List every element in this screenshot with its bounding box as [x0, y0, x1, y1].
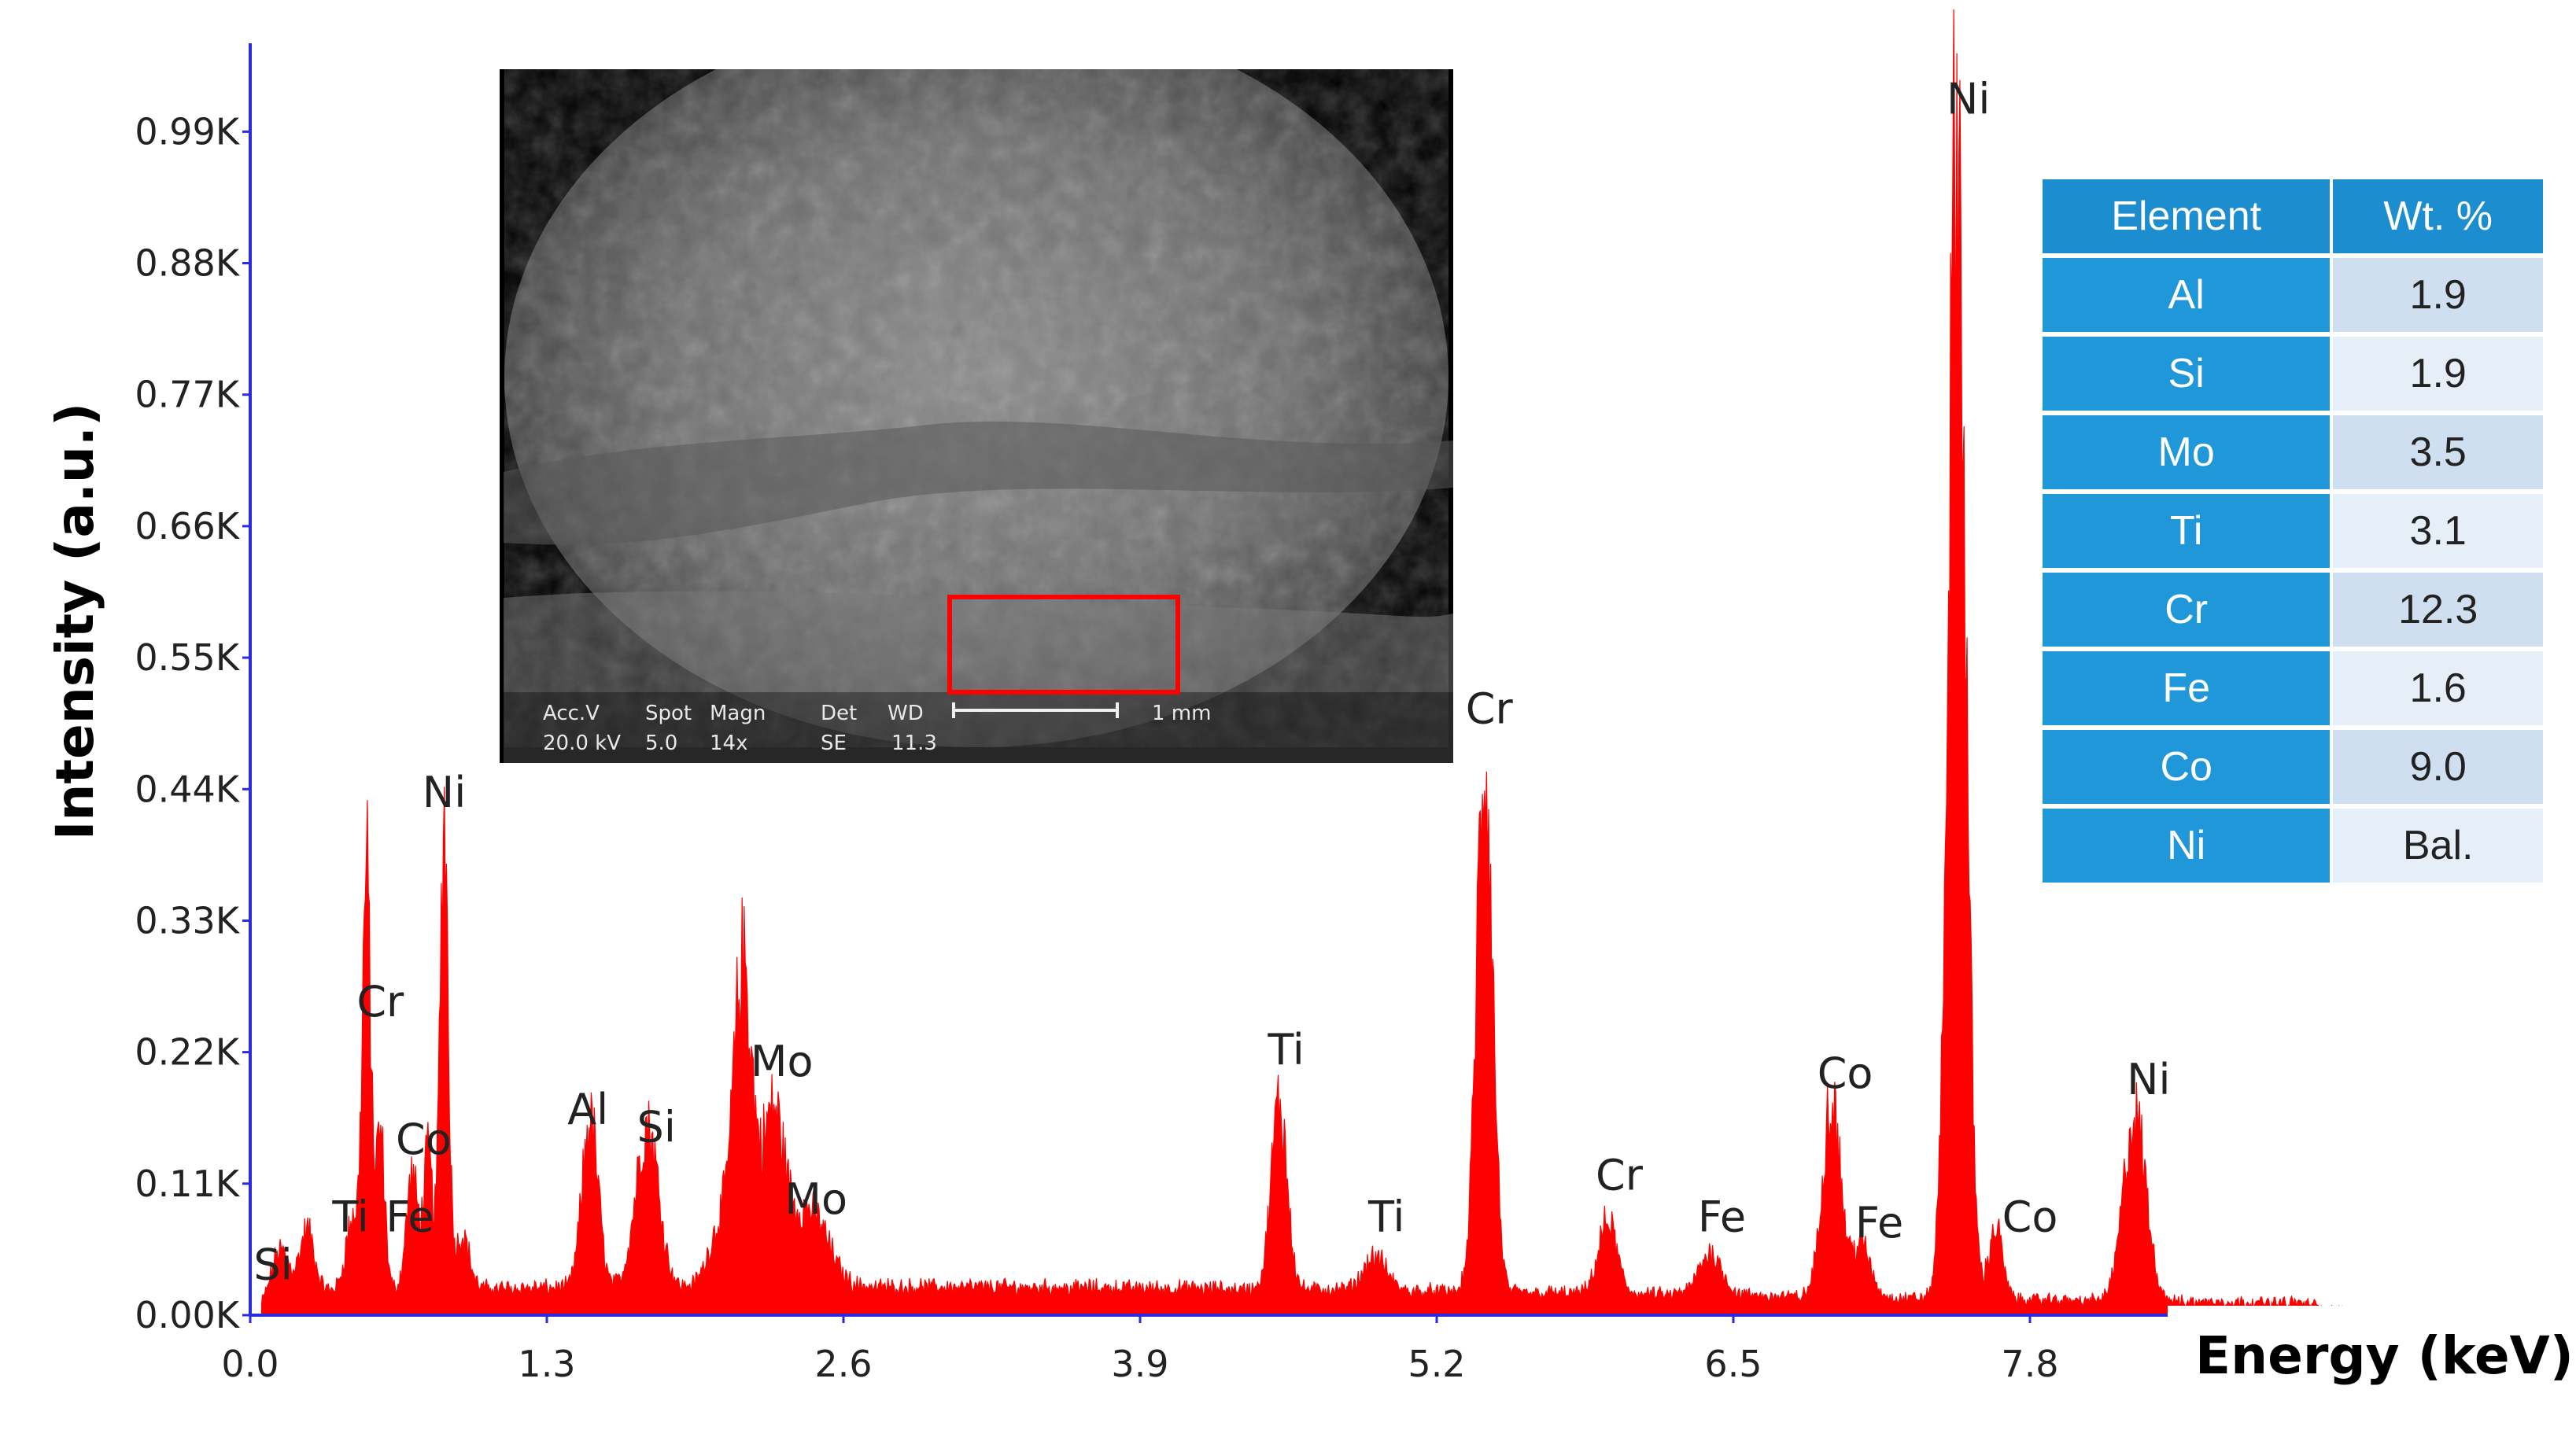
- sem-label-magn: Magn: [710, 702, 766, 725]
- peak-annotations: Si Ti Fe Cr Co Ni Al Si Mo Mo Ti Ti Cr Cr Fe Co Fe Ni Co Ni: [253, 75, 2170, 1290]
- y-tick-label: 0.44K: [135, 768, 240, 810]
- peak-label: Ni: [1947, 75, 1990, 124]
- sem-label-scale: 1 mm: [1152, 702, 1211, 725]
- sem-databar: [500, 692, 1453, 763]
- cell-wt: 9.0: [2333, 730, 2543, 804]
- table-row: Fe 1.6: [2043, 651, 2543, 725]
- table-row: Si 1.9: [2043, 337, 2543, 411]
- peak-label: Ti: [1367, 1192, 1404, 1242]
- cell-wt: 3.5: [2333, 415, 2543, 489]
- x-tick-label: 2.6: [814, 1343, 872, 1385]
- header-wt-percent: Wt. %: [2333, 179, 2543, 253]
- peak-label: Fe: [1855, 1198, 1903, 1248]
- peak-label: Co: [1818, 1049, 1873, 1098]
- cell-element: Ni: [2043, 809, 2331, 883]
- peak-label: Co: [2002, 1192, 2058, 1242]
- cell-wt: 3.1: [2333, 494, 2543, 568]
- sem-fracture-boundary: [504, 421, 1453, 545]
- sem-value-accv: 20.0 kV: [543, 732, 621, 755]
- table-row: Mo 3.5: [2043, 415, 2543, 489]
- x-title-background: [2168, 1306, 2576, 1427]
- sem-value-spot: 5.0: [645, 732, 677, 755]
- y-tick-label: 0.22K: [135, 1031, 240, 1074]
- peak-label: Mo: [751, 1037, 814, 1086]
- y-tick-label: 0.66K: [135, 505, 240, 547]
- y-tick-label: 0.55K: [135, 636, 240, 679]
- y-tick-label: 0.77K: [135, 374, 240, 416]
- peak-label: Fe: [386, 1192, 434, 1242]
- cell-element: Ti: [2043, 494, 2331, 568]
- peak-label: Ni: [423, 768, 466, 817]
- x-tick-label: 0.0: [221, 1343, 279, 1385]
- cell-wt: 1.9: [2333, 337, 2543, 411]
- peak-label: Al: [567, 1085, 608, 1134]
- y-tick-label: 0.11K: [135, 1163, 240, 1205]
- sem-micrograph-inset: Acc.V Spot Magn Det WD 1 mm 20.0 kV 5.0 …: [500, 69, 1453, 763]
- x-tick-label: 5.2: [1408, 1343, 1465, 1385]
- table-row: Al 1.9: [2043, 258, 2543, 332]
- peak-label: Cr: [356, 977, 404, 1026]
- y-tick-label: 0.88K: [135, 242, 240, 285]
- y-tick-label: 0.33K: [135, 899, 240, 942]
- sem-lower-region: [504, 591, 1453, 763]
- x-tick-label: 6.5: [1704, 1343, 1762, 1385]
- peak-label: Co: [396, 1115, 452, 1164]
- y-axis-title: Intensity (a.u.): [45, 403, 105, 840]
- cell-element: Co: [2043, 730, 2331, 804]
- region-of-interest-box: [947, 595, 1180, 695]
- table-header-row: Element Wt. %: [2043, 179, 2543, 253]
- cell-wt: Bal.: [2333, 809, 2543, 883]
- peak-label: Si: [253, 1240, 292, 1289]
- peak-label: Ti: [1267, 1025, 1304, 1074]
- header-element: Element: [2043, 179, 2331, 253]
- cell-element: Al: [2043, 258, 2331, 332]
- x-tick-labels: 0.0 1.3 2.6 3.9 5.2 6.5 7.8: [221, 1315, 2059, 1385]
- cell-element: Cr: [2043, 573, 2331, 647]
- table-row: Cr 12.3: [2043, 573, 2543, 647]
- cell-wt: 12.3: [2333, 573, 2543, 647]
- peak-label: Fe: [1698, 1192, 1746, 1242]
- peak-label: Cr: [1596, 1150, 1644, 1200]
- sem-label-spot: Spot: [645, 702, 692, 725]
- spectrum-area: [260, 9, 2361, 1318]
- peak-label: Cr: [1466, 684, 1514, 734]
- x-tick-label: 3.9: [1111, 1343, 1168, 1385]
- table-row: Co 9.0: [2043, 730, 2543, 804]
- spectrum-series: [260, 9, 2361, 1318]
- cell-wt: 1.6: [2333, 651, 2543, 725]
- sem-texture: [504, 69, 1449, 747]
- table-row: Ti 3.1: [2043, 494, 2543, 568]
- y-tick-label: 0.99K: [135, 110, 240, 153]
- cell-element: Mo: [2043, 415, 2331, 489]
- x-tick-label: 7.8: [2001, 1343, 2058, 1385]
- cell-element: Fe: [2043, 651, 2331, 725]
- peak-label: Si: [637, 1103, 676, 1152]
- sem-value-wd: 11.3: [891, 732, 937, 755]
- y-tick-labels: 0.00K 0.11K 0.22K 0.33K 0.44K 0.55K 0.66K 0.77K…: [135, 110, 250, 1336]
- sem-label-accv: Acc.V: [543, 702, 600, 725]
- x-tick-label: 1.3: [518, 1343, 575, 1385]
- cell-wt: 1.9: [2333, 258, 2543, 332]
- peak-label: Mo: [784, 1174, 847, 1224]
- peak-label: Ti: [331, 1192, 368, 1242]
- cell-element: Si: [2043, 337, 2331, 411]
- x-axis-title: Energy (keV): [2195, 1325, 2574, 1386]
- table-row: Ni Bal.: [2043, 809, 2543, 883]
- composition-table: Element Wt. % Al 1.9 Si 1.9 Mo 3.5 Ti 3.…: [2039, 175, 2546, 887]
- sem-label-wd: WD: [888, 702, 924, 725]
- sem-value-magn: 14x: [710, 732, 747, 755]
- sem-label-det: Det: [821, 702, 857, 725]
- peak-label: Ni: [2127, 1055, 2170, 1104]
- sem-value-det: SE: [821, 732, 847, 755]
- y-tick-label: 0.00K: [135, 1294, 240, 1336]
